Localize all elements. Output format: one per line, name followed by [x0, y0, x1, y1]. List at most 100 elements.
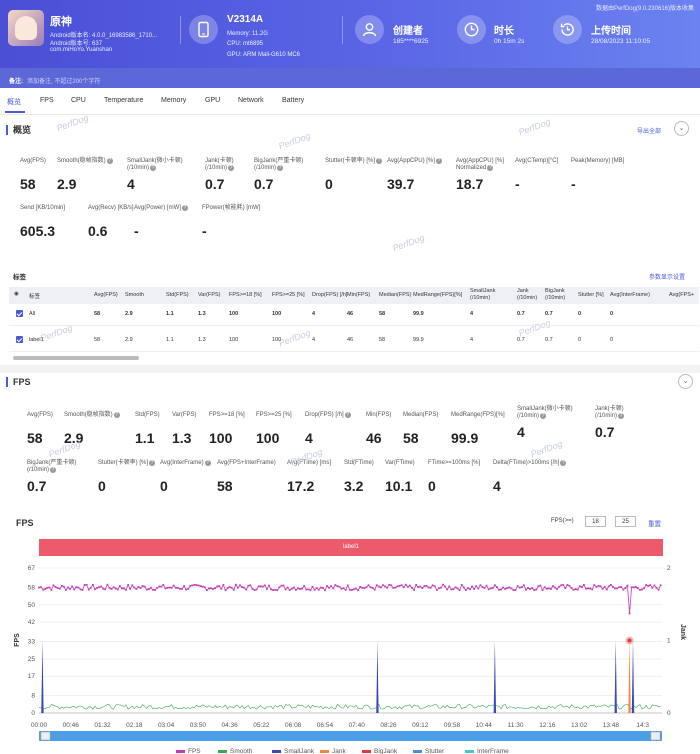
x-tick-label: 03:50: [190, 722, 207, 729]
fps-point: [477, 587, 480, 590]
reset-button[interactable]: 重置: [648, 521, 661, 528]
fps-threshold-input-1[interactable]: 18: [585, 516, 606, 527]
fps-point: [290, 587, 293, 590]
metric-card: Min(FPS) 46: [366, 412, 391, 446]
tab-network[interactable]: Network: [238, 97, 264, 104]
fps-point: [164, 587, 167, 590]
tab-fps[interactable]: FPS: [40, 97, 54, 104]
fps-point: [456, 587, 459, 590]
tab-overview[interactable]: 概览: [7, 99, 21, 106]
fps-point: [154, 589, 156, 591]
metric-card: FTime>=100ms [%] 0: [428, 460, 480, 494]
tab-memory[interactable]: Memory: [161, 97, 187, 104]
fps-point: [570, 587, 573, 589]
metric-card: Median(FPS) 58: [403, 412, 438, 446]
fps-point: [170, 586, 173, 589]
fps-point: [363, 587, 366, 590]
table-cell: label1: [29, 337, 44, 343]
fps-point: [593, 584, 596, 587]
help-icon[interactable]: ?: [487, 165, 494, 171]
fps-point: [473, 588, 476, 590]
eye-icon[interactable]: ◉: [14, 291, 19, 297]
help-icon[interactable]: ?: [50, 467, 57, 473]
row-checkbox[interactable]: [16, 310, 23, 317]
help-icon[interactable]: ?: [228, 165, 235, 171]
tab-gpu[interactable]: GPU: [205, 97, 221, 104]
fps-point: [392, 587, 395, 589]
fps-point: [67, 586, 69, 589]
column-header: Jank: [517, 288, 529, 294]
fps-point: [181, 588, 183, 590]
help-icon[interactable]: ?: [181, 205, 188, 211]
metric-label: Smooth(稳帧指数)?: [57, 158, 113, 164]
metric-label: Median(FPS): [403, 412, 439, 418]
remark-input[interactable]: 添加备注, 不超过200个字符: [27, 79, 101, 85]
fps-point: [556, 588, 558, 590]
x-tick-label: 09:12: [412, 722, 429, 729]
fps-point: [89, 586, 92, 589]
app-name: 原神: [50, 16, 72, 28]
help-icon[interactable]: ?: [618, 413, 625, 419]
fps-point: [448, 585, 451, 588]
label-bar[interactable]: label1: [39, 539, 663, 556]
fps-point: [355, 587, 357, 590]
help-icon[interactable]: ?: [344, 412, 351, 418]
fps-point: [609, 583, 612, 586]
row-divider: [9, 351, 699, 352]
smalljank-spike: [614, 640, 617, 713]
fps-point: [591, 588, 594, 591]
metric-card: MedRange(FPS)[%] 99.9: [451, 412, 505, 446]
metric-card: Std(FTime) 3.2: [344, 460, 374, 494]
collapse-fps-button[interactable]: ⌄: [678, 374, 693, 389]
fps-point: [272, 589, 275, 591]
help-icon[interactable]: ?: [204, 460, 211, 466]
fps-point: [558, 585, 560, 588]
remark-label: 备注:: [9, 79, 23, 85]
upload-label: 上传时间: [591, 26, 631, 37]
help-icon[interactable]: ?: [113, 412, 120, 418]
fps-point: [446, 588, 449, 591]
table-cell: 4: [470, 311, 474, 317]
help-icon[interactable]: ?: [540, 413, 547, 419]
collapse-overview-button[interactable]: ⌄: [674, 121, 689, 136]
help-icon[interactable]: ?: [150, 165, 157, 171]
help-icon[interactable]: ?: [435, 158, 442, 164]
fps-point: [431, 584, 434, 587]
fps-point: [435, 589, 438, 591]
fps-point: [234, 583, 237, 586]
table-scrollbar[interactable]: [13, 356, 139, 360]
export-all-link[interactable]: 导出全部: [637, 129, 662, 135]
remark-bar[interactable]: 备注: 添加备注, 不超过200个字符: [0, 68, 700, 88]
fps-point: [83, 584, 86, 586]
fps-point: [48, 586, 51, 589]
metric-card: Avg(Power) [mW]? -: [134, 205, 188, 239]
fps-point: [541, 589, 544, 592]
fps-threshold-input-2[interactable]: 25: [615, 516, 636, 527]
fps-point: [116, 588, 119, 591]
row-checkbox[interactable]: [16, 336, 23, 343]
fps-point: [284, 588, 287, 591]
help-icon[interactable]: ?: [560, 460, 567, 466]
help-icon[interactable]: ?: [149, 460, 156, 466]
y-tick-label: 8: [31, 693, 35, 700]
help-icon[interactable]: ?: [106, 158, 113, 164]
fps-point: [96, 587, 98, 589]
fps-threshold-label: FPS(>=): [551, 518, 574, 524]
fps-point: [643, 587, 645, 590]
help-icon[interactable]: ?: [277, 165, 284, 171]
fps-chart[interactable]: 0 8 17 25 33 42 50 58 67 0 1 2 FPS Jank 00:00 00:46 01:3…: [0, 530, 700, 754]
fps-point: [415, 583, 418, 586]
tab-battery[interactable]: Battery: [282, 97, 305, 104]
fps-point: [371, 587, 374, 589]
help-icon[interactable]: ?: [376, 158, 383, 164]
tab-cpu[interactable]: CPU: [71, 97, 86, 104]
metric-label: Avg(FTime) [ms]: [287, 460, 332, 466]
fps-point: [423, 585, 426, 587]
tab-temperature[interactable]: Temperature: [104, 97, 144, 104]
fps-point: [102, 587, 105, 590]
param-display-settings-link[interactable]: 参数显示设置: [649, 275, 686, 281]
metric-label: SmallJank(微小卡顿) (/10min)?: [517, 406, 573, 419]
metric-card: Avg(AppCPU) [%]? 39.7: [387, 158, 442, 192]
fps-point: [137, 585, 140, 588]
y-tick-label: 0: [31, 710, 35, 717]
